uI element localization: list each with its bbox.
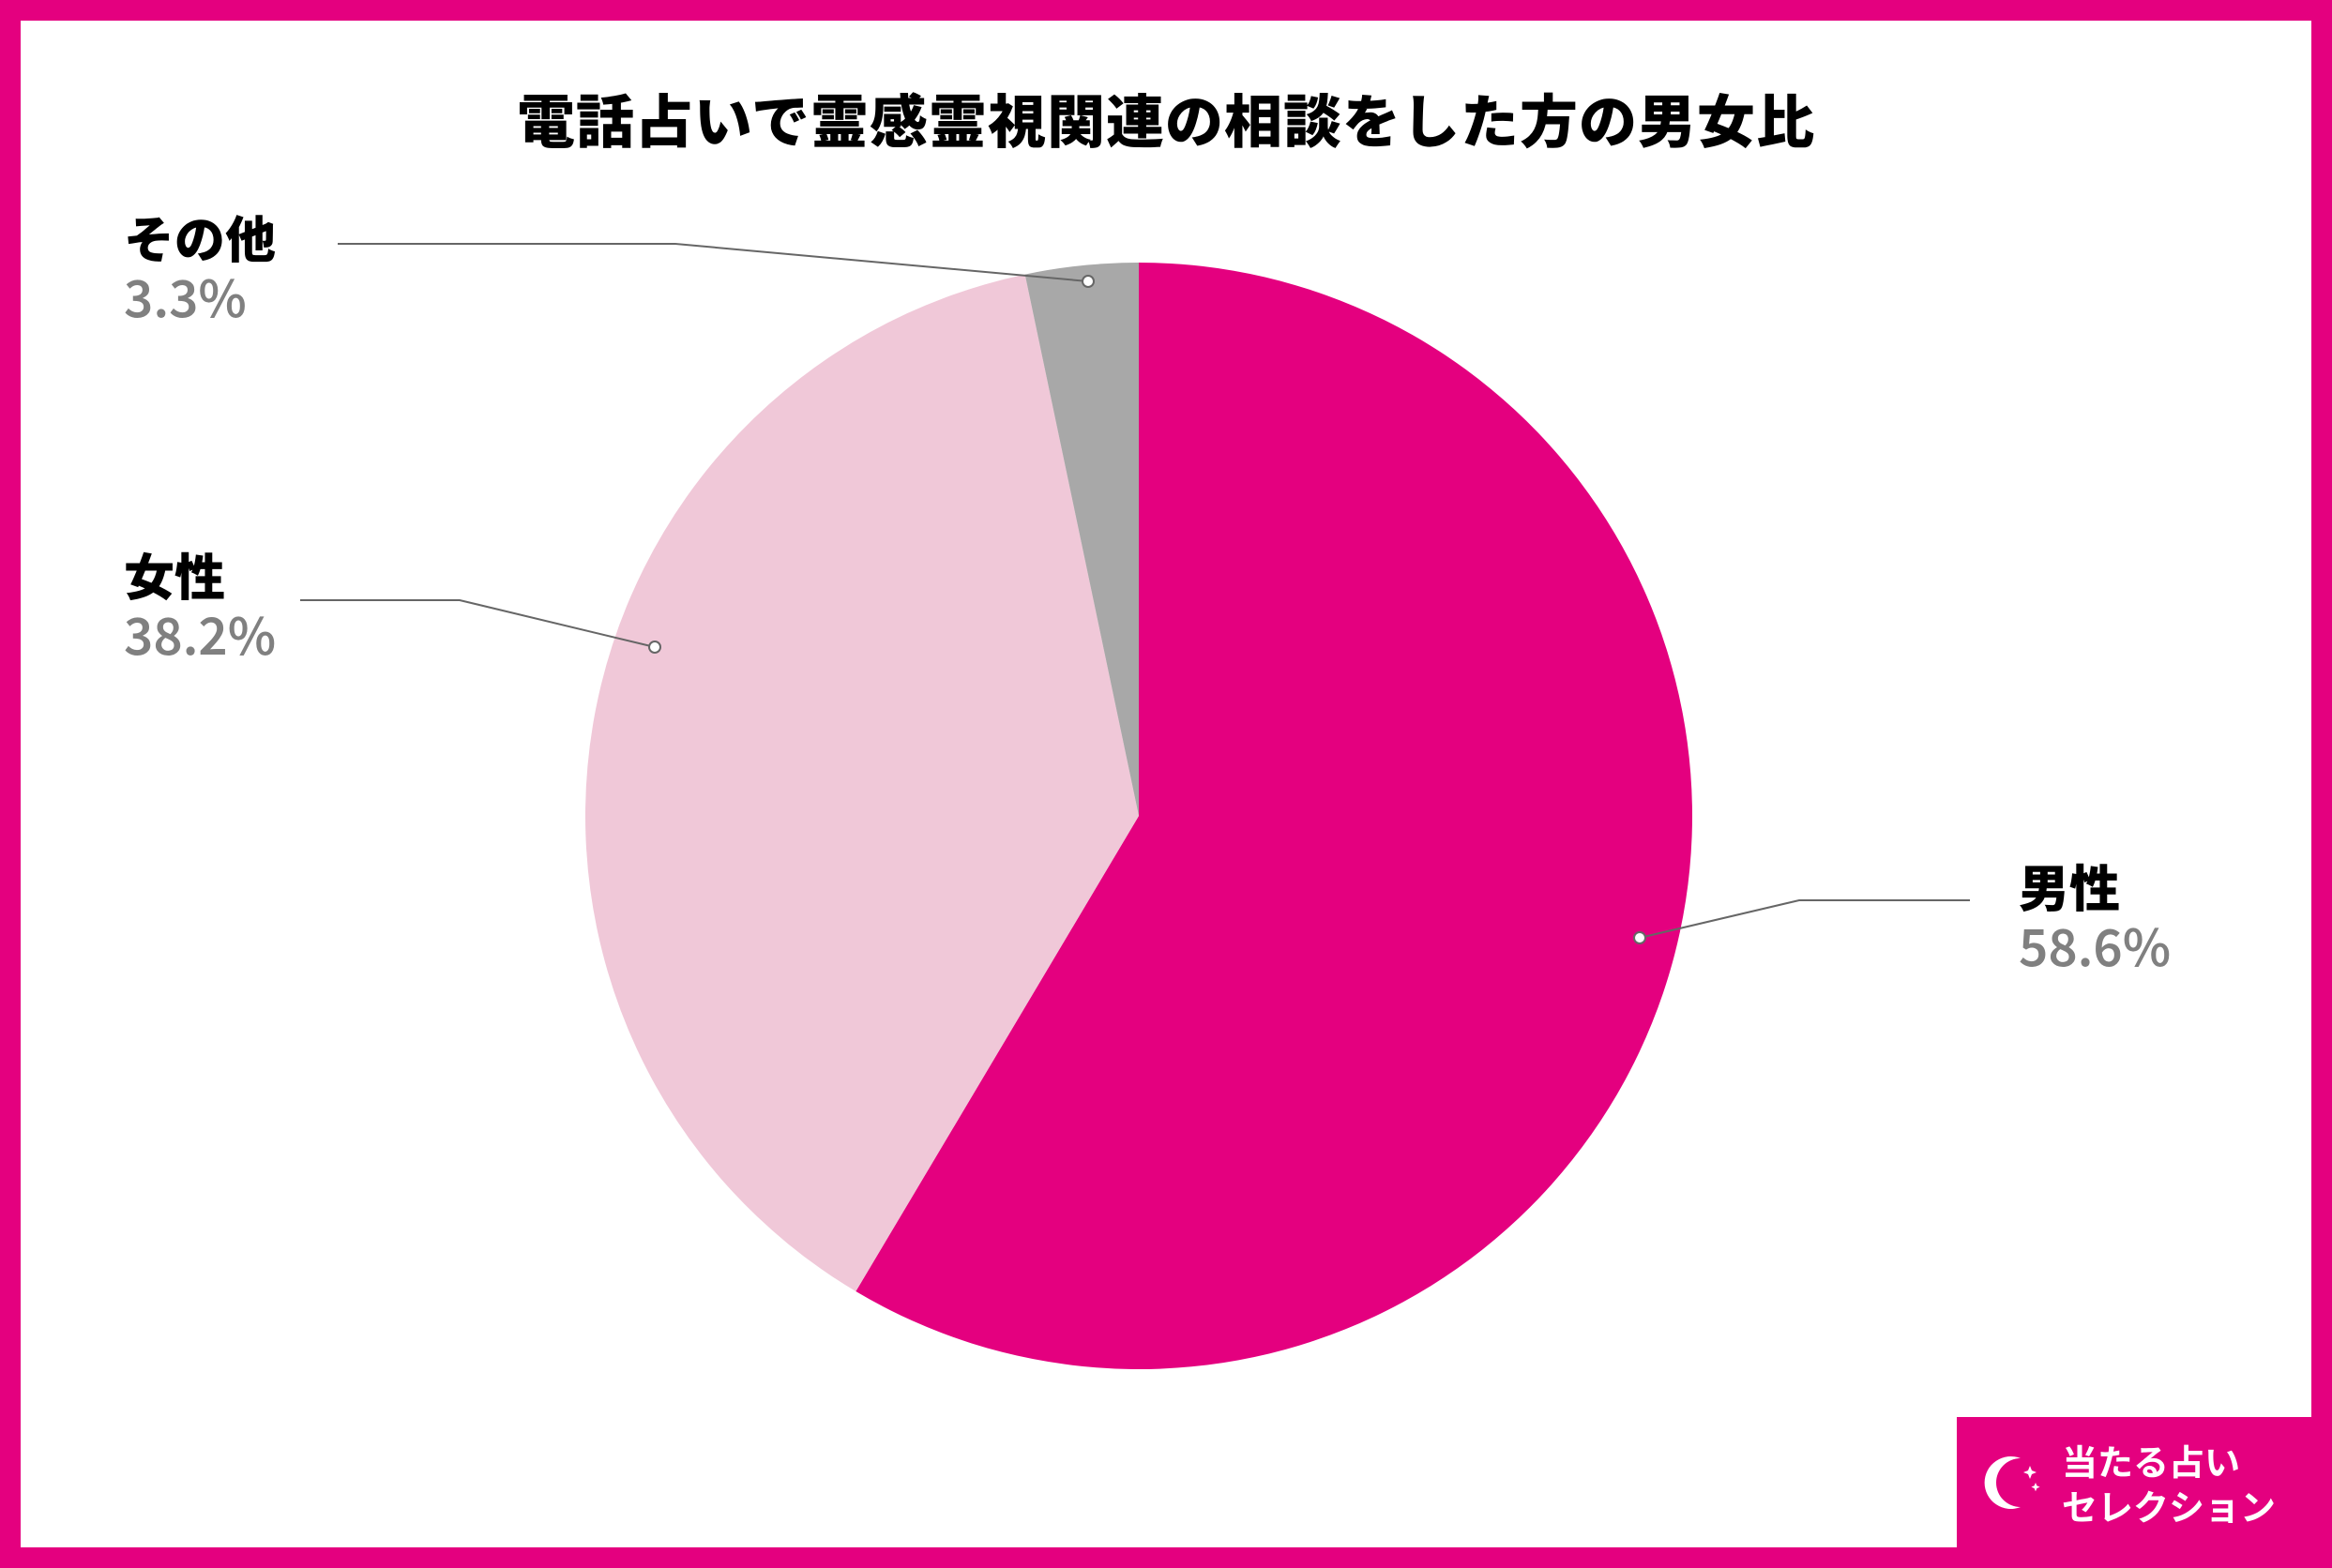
brand-line1: 当たる占い: [2062, 1438, 2276, 1483]
moon-icon: [1983, 1453, 2043, 1513]
brand-badge: 当たる占い セレクション: [1957, 1417, 2311, 1547]
chart-frame: 電話占いで霊感霊視関連の相談をした方の男女比 男性58.6%女性38.2%その他…: [0, 0, 2332, 1568]
slice-label-name: 女性: [124, 546, 276, 601]
leader-dot: [1634, 932, 1645, 943]
leader-line: [1640, 900, 1970, 938]
slice-label: その他3.3%: [124, 208, 276, 324]
leader-line: [300, 600, 655, 647]
slice-label: 女性38.2%: [124, 546, 276, 661]
brand-line2: セレクション: [2062, 1483, 2276, 1528]
leader-line: [338, 244, 1088, 281]
slice-label: 男性58.6%: [2019, 857, 2171, 972]
slice-label-name: 男性: [2019, 857, 2171, 912]
slice-label-name: その他: [124, 208, 276, 264]
leader-dot: [649, 641, 660, 653]
leader-dot: [1083, 276, 1094, 287]
brand-text: 当たる占い セレクション: [2062, 1438, 2276, 1527]
pie-chart: [21, 21, 2311, 1547]
slice-label-percent: 58.6%: [2019, 916, 2171, 972]
slice-label-percent: 38.2%: [124, 605, 276, 660]
slice-label-percent: 3.3%: [124, 267, 276, 323]
